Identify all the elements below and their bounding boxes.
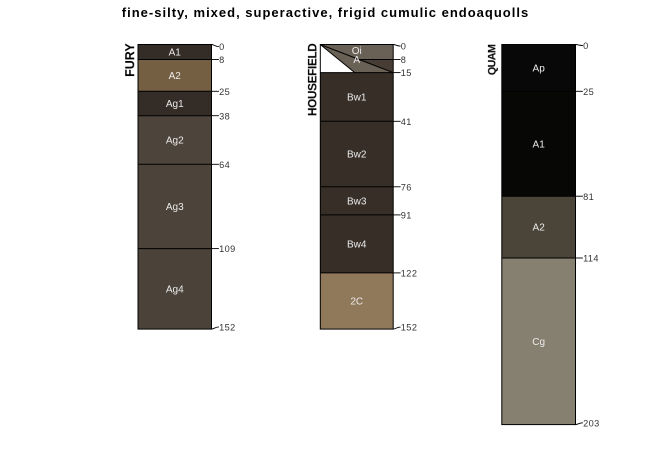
svg-text:81: 81 bbox=[583, 192, 594, 202]
svg-text:Bw2: Bw2 bbox=[347, 150, 367, 161]
svg-text:Ag4: Ag4 bbox=[166, 285, 184, 296]
svg-text:0: 0 bbox=[401, 42, 407, 52]
svg-text:25: 25 bbox=[583, 87, 594, 97]
svg-text:fine-silty, mixed, superactive: fine-silty, mixed, superactive, frigid c… bbox=[122, 5, 529, 20]
svg-text:A: A bbox=[353, 55, 360, 66]
svg-text:122: 122 bbox=[401, 269, 418, 279]
svg-text:152: 152 bbox=[219, 323, 236, 333]
svg-text:114: 114 bbox=[583, 254, 599, 264]
svg-text:15: 15 bbox=[401, 68, 412, 78]
svg-text:8: 8 bbox=[401, 55, 407, 65]
svg-text:203: 203 bbox=[583, 418, 600, 428]
svg-text:Ag1: Ag1 bbox=[166, 99, 184, 110]
svg-text:A2: A2 bbox=[169, 71, 182, 82]
svg-text:FURY: FURY bbox=[123, 43, 137, 77]
svg-text:A1: A1 bbox=[169, 48, 182, 59]
svg-text:38: 38 bbox=[219, 111, 230, 121]
svg-text:Ap: Ap bbox=[533, 64, 546, 75]
svg-text:Bw4: Bw4 bbox=[347, 240, 367, 251]
svg-text:Cg: Cg bbox=[532, 337, 545, 348]
svg-text:76: 76 bbox=[401, 182, 412, 192]
svg-text:25: 25 bbox=[219, 87, 230, 97]
svg-text:0: 0 bbox=[583, 41, 589, 51]
svg-text:A2: A2 bbox=[533, 223, 546, 234]
svg-text:0: 0 bbox=[219, 42, 225, 52]
svg-text:152: 152 bbox=[401, 323, 418, 333]
svg-text:QUAM: QUAM bbox=[487, 44, 499, 75]
svg-text:64: 64 bbox=[219, 160, 230, 170]
svg-text:41: 41 bbox=[401, 117, 412, 127]
svg-text:A1: A1 bbox=[533, 139, 546, 150]
svg-text:Bw1: Bw1 bbox=[347, 93, 367, 104]
svg-text:Oi: Oi bbox=[352, 46, 362, 57]
svg-text:8: 8 bbox=[219, 55, 225, 65]
svg-text:2C: 2C bbox=[350, 297, 363, 308]
svg-text:Ag3: Ag3 bbox=[166, 202, 184, 213]
svg-text:Bw3: Bw3 bbox=[347, 197, 367, 208]
svg-text:Ag2: Ag2 bbox=[166, 136, 184, 147]
svg-text:109: 109 bbox=[219, 244, 236, 254]
svg-text:91: 91 bbox=[401, 211, 412, 221]
svg-text:HOUSEFIELD: HOUSEFIELD bbox=[305, 43, 319, 116]
